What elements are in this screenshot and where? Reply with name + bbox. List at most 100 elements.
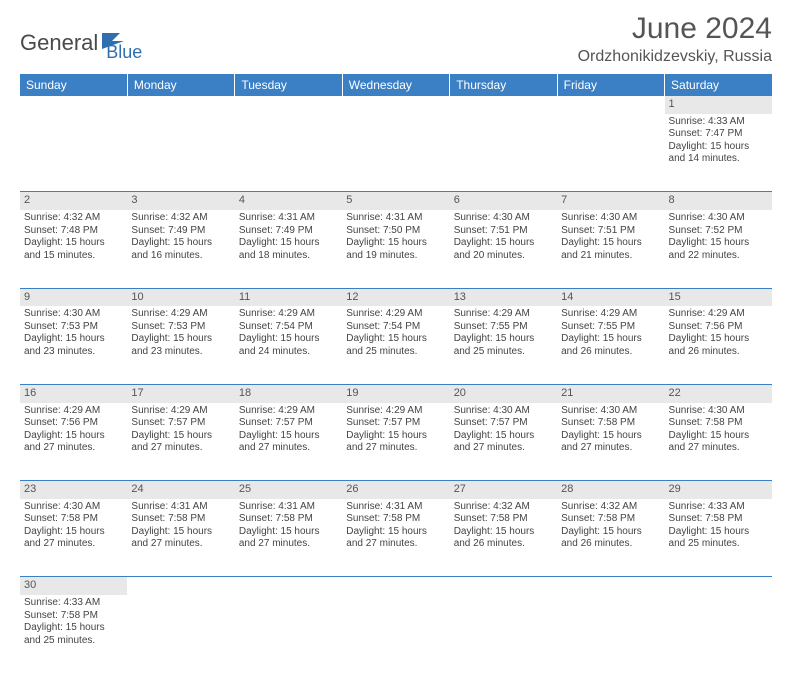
sunrise-text: Sunrise: 4:31 AM — [346, 212, 445, 225]
daylight-text: Daylight: 15 hours — [454, 333, 553, 346]
day-number-cell: 18 — [235, 384, 342, 402]
calendar-table: Sunday Monday Tuesday Wednesday Thursday… — [20, 74, 772, 673]
daylight-text: Daylight: 15 hours — [24, 622, 123, 635]
sunrise-text: Sunrise: 4:31 AM — [131, 501, 230, 514]
calendar-day-cell: Sunrise: 4:29 AMSunset: 7:53 PMDaylight:… — [127, 306, 234, 384]
sunrise-text: Sunrise: 4:31 AM — [346, 501, 445, 514]
daylight-text: Daylight: 15 hours — [561, 526, 660, 539]
daylight-text: and 18 minutes. — [239, 250, 338, 263]
daylight-text: Daylight: 15 hours — [454, 526, 553, 539]
daylight-text: and 26 minutes. — [669, 346, 768, 359]
daylight-text: and 23 minutes. — [131, 346, 230, 359]
calendar-day-cell — [342, 114, 449, 192]
sunset-text: Sunset: 7:58 PM — [561, 417, 660, 430]
day-number-cell — [342, 96, 449, 114]
day-number-cell — [557, 577, 664, 595]
sunset-text: Sunset: 7:49 PM — [131, 225, 230, 238]
logo-text-blue: Blue — [106, 42, 142, 63]
sunset-text: Sunset: 7:57 PM — [239, 417, 338, 430]
sunrise-text: Sunrise: 4:32 AM — [561, 501, 660, 514]
calendar-day-cell — [235, 114, 342, 192]
calendar-day-cell: Sunrise: 4:33 AMSunset: 7:47 PMDaylight:… — [665, 114, 772, 192]
daylight-text: Daylight: 15 hours — [24, 430, 123, 443]
sunset-text: Sunset: 7:58 PM — [561, 513, 660, 526]
page-header: General Blue June 2024 Ordzhonikidzevski… — [20, 12, 772, 66]
calendar-day-cell — [557, 114, 664, 192]
sunrise-text: Sunrise: 4:30 AM — [669, 405, 768, 418]
calendar-day-cell: Sunrise: 4:33 AMSunset: 7:58 PMDaylight:… — [20, 595, 127, 673]
calendar-day-cell: Sunrise: 4:29 AMSunset: 7:57 PMDaylight:… — [127, 403, 234, 481]
sunrise-text: Sunrise: 4:29 AM — [239, 405, 338, 418]
day-number-cell: 10 — [127, 288, 234, 306]
day-number-row: 2345678 — [20, 192, 772, 210]
weekday-header: Friday — [557, 74, 664, 96]
weekday-header: Saturday — [665, 74, 772, 96]
calendar-day-cell: Sunrise: 4:30 AMSunset: 7:57 PMDaylight:… — [450, 403, 557, 481]
calendar-day-cell — [450, 114, 557, 192]
daylight-text: and 27 minutes. — [239, 538, 338, 551]
day-number-cell — [235, 96, 342, 114]
daylight-text: Daylight: 15 hours — [239, 430, 338, 443]
sunrise-text: Sunrise: 4:29 AM — [239, 308, 338, 321]
calendar-day-cell: Sunrise: 4:32 AMSunset: 7:58 PMDaylight:… — [557, 499, 664, 577]
day-number-cell: 3 — [127, 192, 234, 210]
daylight-text: Daylight: 15 hours — [24, 333, 123, 346]
daylight-text: and 27 minutes. — [454, 442, 553, 455]
calendar-day-cell — [342, 595, 449, 673]
sunset-text: Sunset: 7:47 PM — [669, 128, 768, 141]
day-number-cell: 1 — [665, 96, 772, 114]
sunset-text: Sunset: 7:58 PM — [131, 513, 230, 526]
daylight-text: and 27 minutes. — [24, 538, 123, 551]
day-number-row: 23242526272829 — [20, 481, 772, 499]
daylight-text: Daylight: 15 hours — [131, 430, 230, 443]
daylight-text: Daylight: 15 hours — [131, 526, 230, 539]
sunset-text: Sunset: 7:54 PM — [239, 321, 338, 334]
sunset-text: Sunset: 7:58 PM — [346, 513, 445, 526]
daylight-text: Daylight: 15 hours — [239, 526, 338, 539]
calendar-week-row: Sunrise: 4:33 AMSunset: 7:47 PMDaylight:… — [20, 114, 772, 192]
day-number-cell — [450, 577, 557, 595]
day-number-cell: 22 — [665, 384, 772, 402]
sunrise-text: Sunrise: 4:30 AM — [454, 212, 553, 225]
day-number-cell: 7 — [557, 192, 664, 210]
day-number-cell: 6 — [450, 192, 557, 210]
daylight-text: and 26 minutes. — [561, 538, 660, 551]
calendar-day-cell — [127, 595, 234, 673]
daylight-text: and 27 minutes. — [24, 442, 123, 455]
sunset-text: Sunset: 7:53 PM — [24, 321, 123, 334]
daylight-text: Daylight: 15 hours — [346, 526, 445, 539]
sunset-text: Sunset: 7:55 PM — [454, 321, 553, 334]
sunset-text: Sunset: 7:57 PM — [454, 417, 553, 430]
sunrise-text: Sunrise: 4:29 AM — [346, 308, 445, 321]
day-number-cell: 25 — [235, 481, 342, 499]
daylight-text: and 21 minutes. — [561, 250, 660, 263]
day-number-cell: 20 — [450, 384, 557, 402]
sunset-text: Sunset: 7:58 PM — [454, 513, 553, 526]
daylight-text: Daylight: 15 hours — [669, 333, 768, 346]
calendar-week-row: Sunrise: 4:30 AMSunset: 7:58 PMDaylight:… — [20, 499, 772, 577]
day-number-cell — [20, 96, 127, 114]
daylight-text: and 25 minutes. — [669, 538, 768, 551]
day-number-cell — [127, 96, 234, 114]
sunrise-text: Sunrise: 4:30 AM — [561, 212, 660, 225]
daylight-text: Daylight: 15 hours — [561, 333, 660, 346]
day-number-cell: 11 — [235, 288, 342, 306]
daylight-text: and 27 minutes. — [239, 442, 338, 455]
day-number-cell: 16 — [20, 384, 127, 402]
calendar-day-cell: Sunrise: 4:30 AMSunset: 7:58 PMDaylight:… — [557, 403, 664, 481]
daylight-text: and 26 minutes. — [454, 538, 553, 551]
calendar-day-cell — [235, 595, 342, 673]
daylight-text: and 27 minutes. — [669, 442, 768, 455]
weekday-header: Thursday — [450, 74, 557, 96]
calendar-day-cell: Sunrise: 4:33 AMSunset: 7:58 PMDaylight:… — [665, 499, 772, 577]
day-number-cell: 5 — [342, 192, 449, 210]
day-number-cell: 17 — [127, 384, 234, 402]
calendar-day-cell: Sunrise: 4:30 AMSunset: 7:58 PMDaylight:… — [20, 499, 127, 577]
calendar-day-cell: Sunrise: 4:29 AMSunset: 7:57 PMDaylight:… — [235, 403, 342, 481]
daylight-text: Daylight: 15 hours — [24, 526, 123, 539]
calendar-day-cell: Sunrise: 4:31 AMSunset: 7:58 PMDaylight:… — [235, 499, 342, 577]
sunset-text: Sunset: 7:55 PM — [561, 321, 660, 334]
day-number-cell — [127, 577, 234, 595]
calendar-day-cell: Sunrise: 4:30 AMSunset: 7:51 PMDaylight:… — [450, 210, 557, 288]
sunset-text: Sunset: 7:51 PM — [561, 225, 660, 238]
